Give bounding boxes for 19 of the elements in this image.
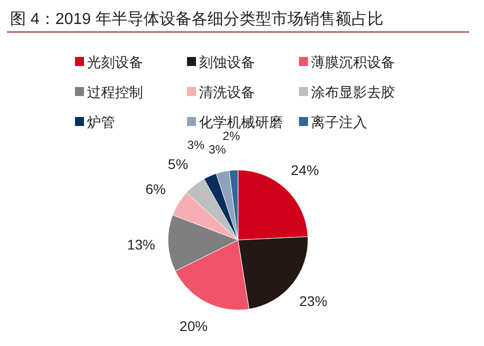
- legend-label: 过程控制: [87, 84, 143, 100]
- data-label: 3%: [208, 142, 226, 156]
- legend-label: 炉管: [87, 114, 115, 130]
- legend-label: 清洗设备: [199, 84, 255, 100]
- legend-label: 光刻设备: [87, 54, 143, 70]
- data-label: 5%: [168, 156, 188, 172]
- data-label: 6%: [145, 180, 166, 197]
- legend-label: 涂布显影去胶: [311, 84, 395, 100]
- data-label: 2%: [222, 129, 240, 144]
- chart-title: 图 4：2019 年半导体设备各细分类型市场销售额占比: [10, 10, 384, 28]
- legend-label: 化学机械研磨: [199, 114, 283, 130]
- legend-label: 薄膜沉积设备: [311, 54, 395, 70]
- data-label: 13%: [127, 236, 156, 253]
- data-label: 20%: [180, 318, 208, 334]
- legend-label: 刻蚀设备: [199, 54, 255, 70]
- data-label: 24%: [290, 162, 319, 178]
- data-label: 3%: [187, 138, 205, 152]
- data-label: 23%: [299, 293, 328, 310]
- legend-label: 离子注入: [311, 114, 367, 130]
